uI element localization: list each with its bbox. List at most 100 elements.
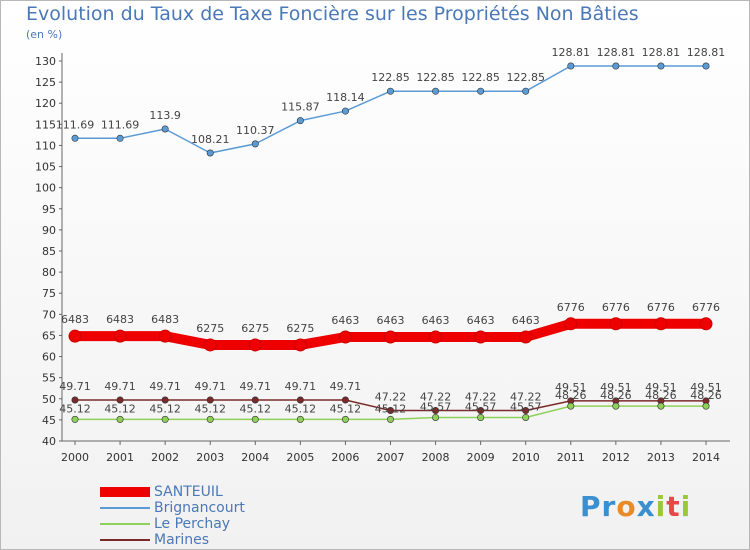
chart-title: Evolution du Taux de Taxe Foncière sur l… (26, 3, 639, 25)
y-tick-label: 90 (42, 224, 56, 237)
point-santeuil (158, 329, 172, 343)
y-tick-label: 50 (42, 393, 56, 406)
point-le-perchay (341, 415, 349, 423)
legend-swatch (100, 523, 150, 525)
y-tick-label: 100 (35, 182, 56, 195)
y-tick-label: 55 (42, 372, 56, 385)
x-tick-label: 2003 (196, 451, 224, 464)
y-tick-label: 130 (35, 55, 56, 68)
data-label-le-perchay: 45.12 (330, 402, 362, 415)
legend-swatch (100, 487, 150, 497)
data-label-santeuil: 6776 (557, 301, 585, 314)
data-label-le-perchay: 48.26 (555, 389, 587, 402)
legend-swatch (100, 507, 150, 509)
point-santeuil (609, 317, 623, 331)
point-santeuil (654, 317, 668, 331)
y-tick-label: 75 (42, 287, 56, 300)
data-label-santeuil: 6776 (602, 301, 630, 314)
point-marines (341, 396, 349, 404)
point-brignancourt (116, 134, 124, 142)
point-santeuil (338, 330, 352, 344)
y-tick-label: 115 (35, 118, 56, 131)
data-label-marines: 49.71 (149, 380, 181, 393)
y-tick-label: 45 (42, 414, 56, 427)
point-marines (477, 407, 485, 415)
point-marines (251, 396, 259, 404)
legend-label: Le Perchay (154, 516, 231, 532)
y-tick-label: 95 (42, 203, 56, 216)
data-label-le-perchay: 45.12 (240, 402, 272, 415)
point-marines (432, 407, 440, 415)
data-label-marines: 49.71 (330, 380, 362, 393)
point-brignancourt (161, 125, 169, 133)
data-label-le-perchay: 48.26 (600, 389, 632, 402)
point-santeuil (248, 338, 262, 352)
data-label-brignancourt: 128.81 (597, 46, 636, 59)
data-label-le-perchay: 45.12 (149, 402, 181, 415)
data-label-marines: 49.71 (104, 380, 136, 393)
data-label-le-perchay: 45.57 (465, 400, 497, 413)
point-brignancourt (522, 87, 530, 95)
data-label-santeuil: 6776 (647, 301, 675, 314)
y-tick-label: 40 (42, 435, 56, 448)
x-tick-label: 2011 (557, 451, 585, 464)
brand-letter: P (580, 490, 602, 523)
legend-label: Marines (154, 532, 210, 548)
y-tick-label: 65 (42, 329, 56, 342)
brand-letter: t (666, 490, 681, 523)
data-label-le-perchay: 48.26 (645, 389, 677, 402)
point-santeuil (564, 317, 578, 331)
data-label-santeuil: 6275 (241, 322, 269, 335)
point-le-perchay (567, 402, 575, 410)
data-label-le-perchay: 45.12 (375, 402, 407, 415)
y-tick-label: 125 (35, 76, 56, 89)
point-brignancourt (702, 62, 710, 70)
data-label-brignancourt: 113.9 (149, 109, 181, 122)
point-le-perchay (522, 413, 530, 421)
data-label-brignancourt: 122.85 (371, 71, 410, 84)
data-label-brignancourt: 108.21 (191, 133, 230, 146)
point-santeuil (68, 329, 82, 343)
point-santeuil (474, 330, 488, 344)
y-tick-label: 70 (42, 308, 56, 321)
data-label-brignancourt: 122.85 (461, 71, 500, 84)
point-brignancourt (612, 62, 620, 70)
point-le-perchay (477, 413, 485, 421)
y-tick-label: 105 (35, 161, 56, 174)
point-santeuil (113, 329, 127, 343)
x-tick-label: 2013 (647, 451, 675, 464)
data-label-marines: 47.22 (375, 391, 407, 404)
brand-letter: o (616, 490, 637, 523)
data-label-brignancourt: 115.87 (281, 101, 320, 114)
data-label-santeuil: 6463 (377, 314, 405, 327)
data-label-le-perchay: 48.26 (690, 389, 722, 402)
point-brignancourt (251, 140, 259, 148)
point-brignancourt (432, 87, 440, 95)
point-santeuil (203, 338, 217, 352)
data-label-santeuil: 6463 (512, 314, 540, 327)
point-marines (116, 396, 124, 404)
data-label-santeuil: 6483 (61, 313, 89, 326)
x-tick-label: 2007 (377, 451, 405, 464)
data-label-marines: 49.51 (690, 381, 722, 394)
point-le-perchay (702, 402, 710, 410)
x-tick-label: 2010 (512, 451, 540, 464)
data-label-marines: 49.71 (240, 380, 272, 393)
y-tick-label: 120 (35, 97, 56, 110)
point-le-perchay (161, 415, 169, 423)
legend-label: Brignancourt (154, 500, 245, 516)
data-label-marines: 49.51 (555, 381, 587, 394)
point-marines (161, 396, 169, 404)
x-tick-label: 2009 (467, 451, 495, 464)
x-tick-label: 2004 (241, 451, 269, 464)
data-label-brignancourt: 122.85 (416, 71, 455, 84)
point-santeuil (699, 317, 713, 331)
point-le-perchay (432, 413, 440, 421)
data-label-santeuil: 6483 (151, 313, 179, 326)
point-brignancourt (341, 107, 349, 115)
point-le-perchay (71, 415, 79, 423)
data-label-marines: 49.51 (645, 381, 677, 394)
point-le-perchay (251, 415, 259, 423)
